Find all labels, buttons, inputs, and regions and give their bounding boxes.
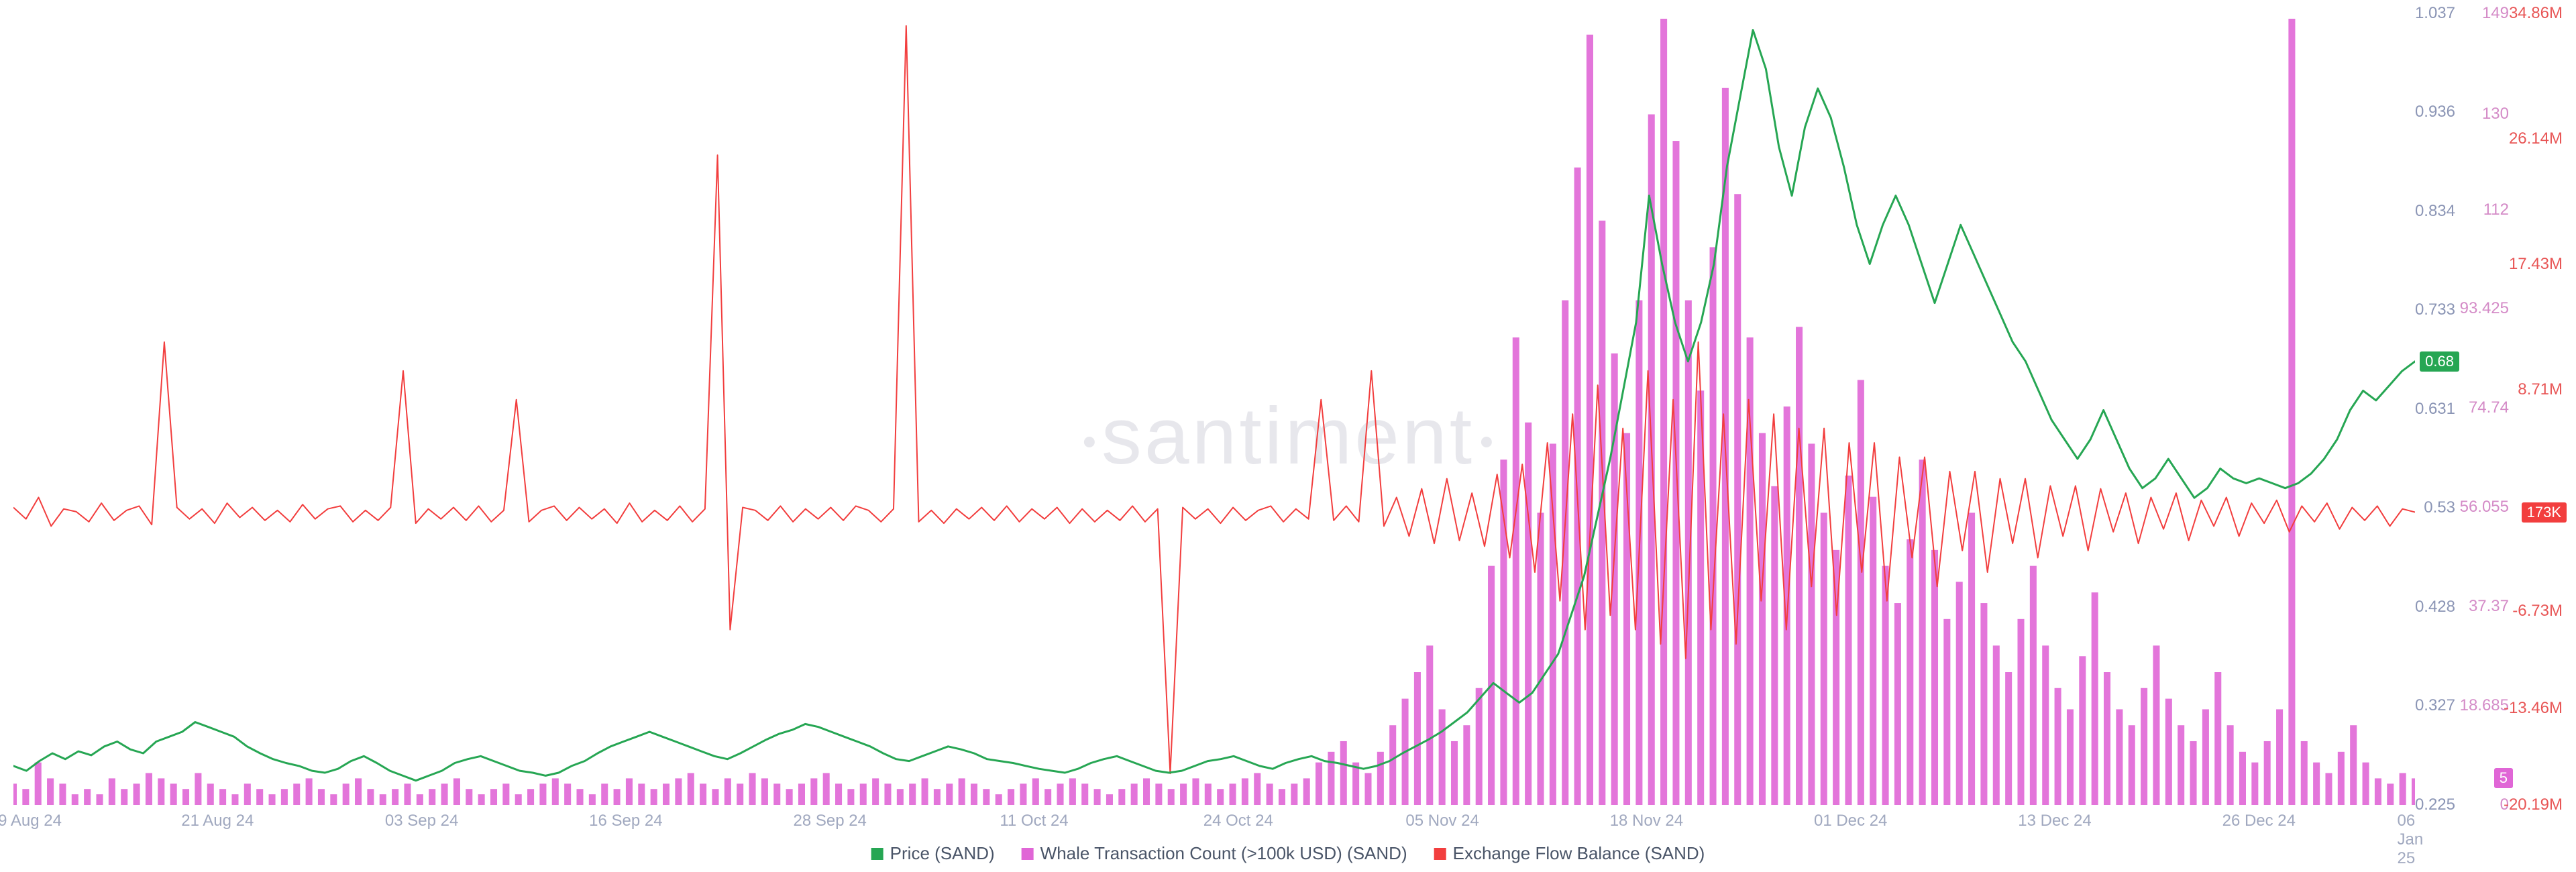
axis-tick: 0.428 [2415, 598, 2455, 616]
chart-svg [13, 13, 2415, 805]
axis-tick: 112 [2483, 201, 2509, 219]
legend-item-price[interactable]: Price (SAND) [871, 843, 995, 864]
axis-tick: 26.14M [2509, 129, 2563, 148]
axis-tick: 17.43M [2509, 255, 2563, 274]
plot-area[interactable] [13, 13, 2415, 805]
x-axis-tick: 16 Sep 24 [589, 812, 662, 830]
current-value-badge: 0.68 [2420, 351, 2459, 372]
x-axis-tick: 13 Dec 24 [2018, 812, 2091, 830]
axis-tick: 149 [2482, 4, 2509, 23]
axis-tick: 0.53 [2424, 498, 2455, 517]
axis-tick: 37.37 [2469, 597, 2509, 616]
x-axis-tick: 26 Dec 24 [2222, 812, 2296, 830]
current-value-badge: 173K [2522, 502, 2567, 523]
legend-label-whale: Whale Transaction Count (>100k USD) (SAN… [1040, 843, 1407, 864]
axis-tick: 8.71M [2518, 380, 2563, 399]
x-axis-tick: 01 Dec 24 [1814, 812, 1887, 830]
legend: Price (SAND) Whale Transaction Count (>1… [871, 843, 1705, 864]
axis-tick: -13.46M [2504, 699, 2563, 718]
axis-tick: 56.055 [2460, 498, 2509, 516]
x-axis-tick: 05 Nov 24 [1405, 812, 1479, 830]
x-axis-tick: 06 Jan 25 [2397, 812, 2423, 868]
axis-tick: 130 [2482, 105, 2509, 123]
legend-swatch-exchange [1434, 848, 1446, 860]
legend-item-whale[interactable]: Whale Transaction Count (>100k USD) (SAN… [1022, 843, 1407, 864]
x-axis-tick: 18 Nov 24 [1610, 812, 1683, 830]
axis-tick: 93.425 [2460, 299, 2509, 318]
axis-tick: 18.685 [2460, 696, 2509, 715]
x-axis-tick: 03 Sep 24 [385, 812, 458, 830]
x-axis-tick: 28 Sep 24 [793, 812, 866, 830]
y-axis-price: 0.2250.3270.4280.530.6310.7330.8340.9361… [2415, 13, 2455, 805]
axis-tick: -6.73M [2512, 602, 2563, 620]
axis-tick: 1.037 [2415, 4, 2455, 23]
axis-tick: 0.631 [2415, 400, 2455, 419]
x-axis-tick: 24 Oct 24 [1203, 812, 1273, 830]
x-axis-tick: 21 Aug 24 [181, 812, 254, 830]
chart-container: santiment 0.2250.3270.4280.530.6310.7330… [0, 0, 2576, 872]
axis-tick: 0.327 [2415, 696, 2455, 715]
x-axis-tick: 09 Aug 24 [0, 812, 62, 830]
legend-swatch-price [871, 848, 883, 860]
legend-label-price: Price (SAND) [890, 843, 995, 864]
axis-tick: 34.86M [2509, 4, 2563, 23]
legend-swatch-whale [1022, 848, 1034, 860]
y-axis-whale: 018.68537.3756.05574.7493.4251121301495 [2469, 13, 2509, 805]
x-axis-tick: 11 Oct 24 [1000, 812, 1068, 830]
current-value-badge: 5 [2494, 768, 2513, 788]
y-axis-exchange: -20.19M-13.46M-6.73M08.71M17.43M26.14M34… [2522, 13, 2563, 805]
axis-tick: 74.74 [2469, 398, 2509, 417]
axis-tick: -20.19M [2504, 796, 2563, 814]
axis-tick: 0.936 [2415, 103, 2455, 121]
axis-tick: 0.834 [2415, 202, 2455, 221]
x-axis: 09 Aug 2421 Aug 2403 Sep 2416 Sep 2428 S… [13, 812, 2415, 832]
legend-item-exchange[interactable]: Exchange Flow Balance (SAND) [1434, 843, 1705, 864]
axis-tick: 0.733 [2415, 301, 2455, 319]
legend-label-exchange: Exchange Flow Balance (SAND) [1453, 843, 1705, 864]
